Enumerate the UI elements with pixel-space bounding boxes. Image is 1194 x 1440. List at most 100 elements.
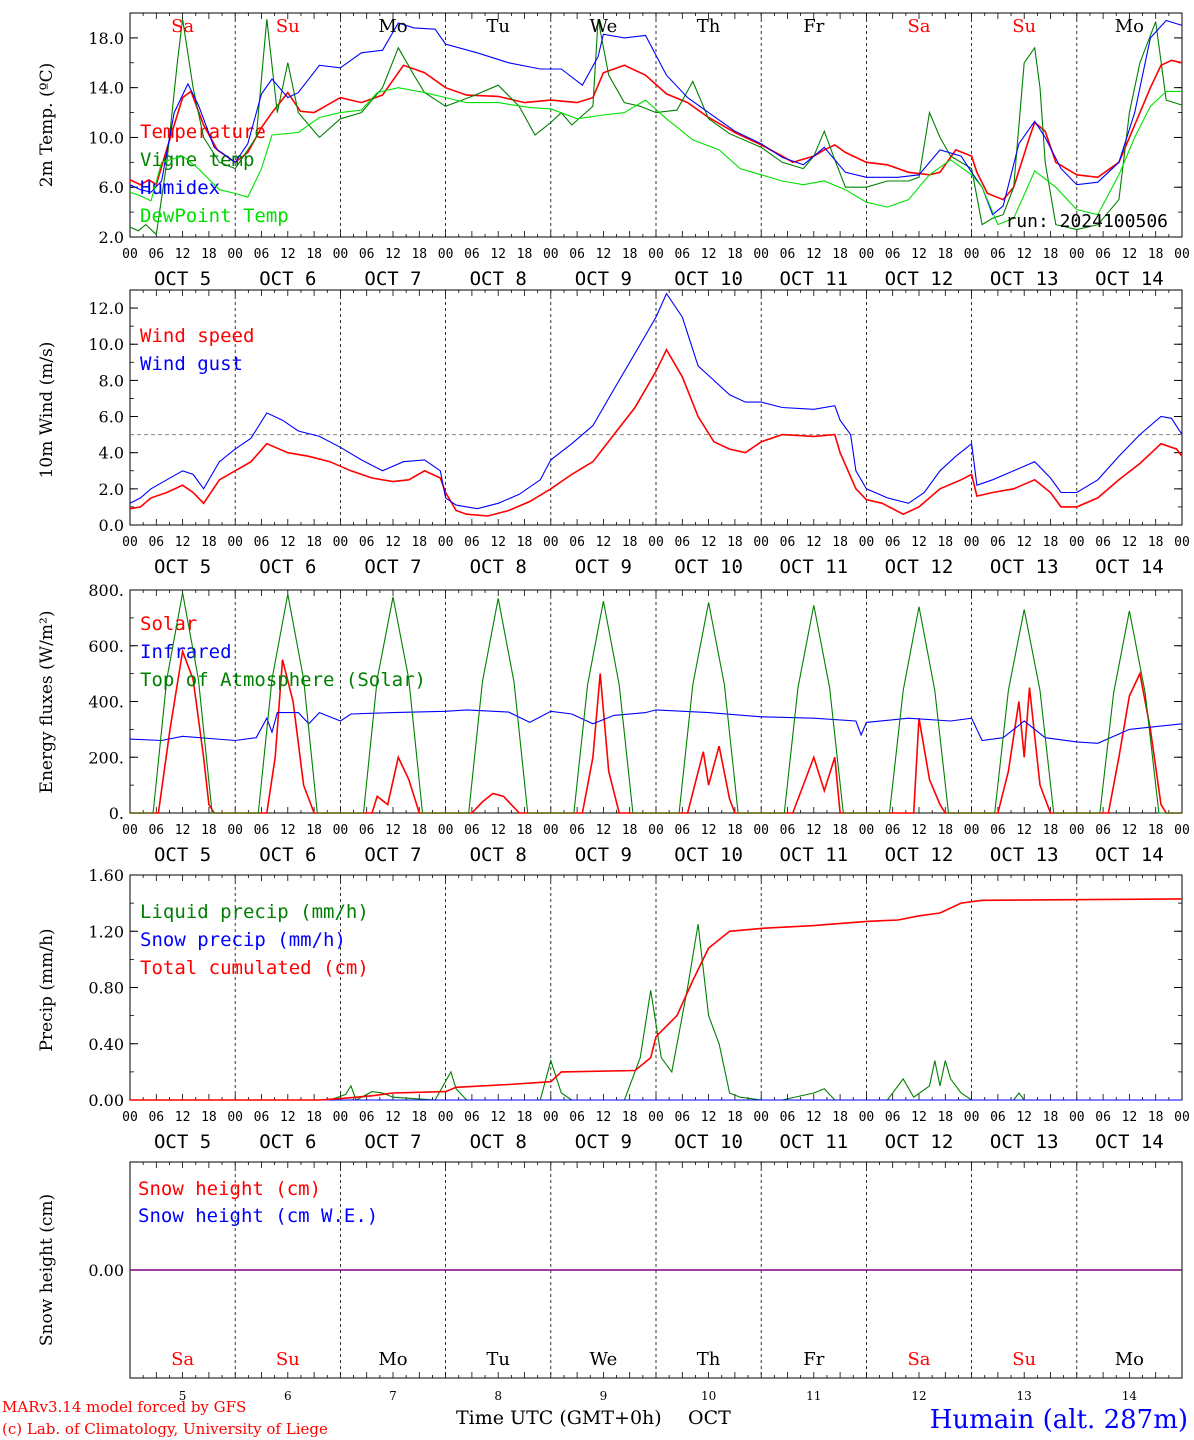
- hour-tick-label: 00: [648, 247, 664, 262]
- legend-entry: Snow height (cm): [138, 1178, 321, 1200]
- y-tick-label: 800.: [88, 581, 124, 600]
- hour-tick-label: 12: [596, 535, 612, 550]
- hour-tick-label: 06: [569, 247, 585, 262]
- hour-tick-label: 12: [1016, 247, 1032, 262]
- hour-tick-label: 06: [359, 247, 375, 262]
- weekday-label: We: [590, 16, 618, 37]
- hour-tick-label: 12: [806, 535, 822, 550]
- legend-entry: Top of Atmosphere (Solar): [140, 669, 426, 691]
- date-label: OCT 10: [674, 844, 743, 866]
- hour-tick-label: 12: [490, 535, 506, 550]
- series-line-dewpoint-temp: [129, 87, 1182, 226]
- hour-tick-label: 12: [911, 535, 927, 550]
- hour-tick-label: 06: [885, 247, 901, 262]
- hour-tick-label: 00: [1069, 823, 1085, 838]
- date-label: OCT 14: [1095, 556, 1164, 578]
- weekday-label: Su: [1012, 16, 1036, 37]
- hour-tick-label: 06: [1095, 535, 1111, 550]
- hour-tick-label: 00: [122, 1110, 138, 1125]
- hour-tick-label: 00: [438, 535, 454, 550]
- weekday-label: Th: [697, 16, 721, 37]
- date-label: OCT 8: [470, 268, 527, 290]
- hour-tick-label: 12: [490, 1110, 506, 1125]
- hour-tick-label: 06: [359, 535, 375, 550]
- legend-entry: Vigne temp: [140, 149, 254, 171]
- hour-tick-label: 18: [201, 247, 217, 262]
- hour-tick-label: 00: [648, 535, 664, 550]
- date-label: OCT 6: [259, 844, 316, 866]
- hour-tick-label: 12: [1016, 1110, 1032, 1125]
- hour-tick-label: 18: [622, 247, 638, 262]
- hour-tick-label: 12: [385, 535, 401, 550]
- date-label: OCT 10: [674, 268, 743, 290]
- hour-tick-label: 06: [254, 247, 270, 262]
- hour-tick-label: 12: [1122, 247, 1138, 262]
- hour-tick-label: 06: [780, 823, 796, 838]
- hour-tick-label: 12: [280, 1110, 296, 1125]
- y-tick-label: 400.: [88, 693, 124, 712]
- series-line-wind-gust: [129, 292, 1183, 510]
- hour-tick-label: 06: [148, 823, 164, 838]
- hour-tick-label: 18: [517, 823, 533, 838]
- hour-tick-label: 18: [832, 823, 848, 838]
- hour-tick-label: 18: [1043, 1110, 1059, 1125]
- hour-tick-label: 00: [1174, 1110, 1190, 1125]
- hour-tick-label: 00: [438, 247, 454, 262]
- hour-tick-label: 00: [859, 823, 875, 838]
- date-label: OCT 6: [259, 268, 316, 290]
- hour-tick-label: 12: [490, 247, 506, 262]
- hour-tick-label: 00: [964, 823, 980, 838]
- weekday-label: Th: [697, 1349, 721, 1370]
- hour-tick-label: 06: [359, 1110, 375, 1125]
- series-line-humidex: [129, 19, 1183, 216]
- hour-tick-label: 00: [333, 1110, 349, 1125]
- y-tick-label: 12.0: [88, 299, 124, 318]
- hour-tick-label: 06: [1095, 823, 1111, 838]
- y-tick-label: 1.60: [88, 866, 124, 885]
- series-line-total-cumulated-cm-: [130, 898, 1183, 1101]
- hour-tick-label: 06: [569, 535, 585, 550]
- hour-tick-label: 12: [1122, 823, 1138, 838]
- legend-entry: Wind speed: [140, 325, 254, 347]
- day-number-label: 9: [600, 1389, 608, 1403]
- hour-tick-label: 18: [937, 535, 953, 550]
- plot-frame-energy: [129, 589, 1183, 814]
- hour-tick-label: 00: [543, 823, 559, 838]
- hour-tick-label: 00: [1174, 823, 1190, 838]
- series-line-temperature: [129, 59, 1183, 201]
- legend-entry: Wind gust: [140, 353, 243, 375]
- y-tick-label: 14.0: [88, 79, 124, 98]
- y-axis-label: Energy fluxes (W/m²): [37, 611, 57, 794]
- weekday-label: Sa: [907, 1349, 930, 1370]
- hour-tick-label: 12: [1122, 535, 1138, 550]
- legend-entry: Total cumulated (cm): [140, 957, 369, 979]
- y-tick-label: 2.0: [99, 228, 124, 247]
- hour-tick-label: 18: [832, 247, 848, 262]
- y-tick-label: 200.: [88, 748, 124, 767]
- y-tick-label: 18.0: [88, 29, 124, 48]
- date-label: OCT 5: [154, 1131, 211, 1153]
- legend-entry: Humidex: [140, 177, 220, 199]
- hour-tick-label: 12: [701, 1110, 717, 1125]
- date-label: OCT 11: [779, 844, 848, 866]
- series-line-top-of-atmosphere-solar-: [130, 592, 1182, 814]
- hour-tick-label: 18: [832, 535, 848, 550]
- date-label: OCT 14: [1095, 1131, 1164, 1153]
- hour-tick-label: 12: [280, 823, 296, 838]
- hour-tick-label: 12: [701, 823, 717, 838]
- weekday-label: Mo: [1115, 1349, 1144, 1370]
- y-tick-label: 0.40: [88, 1035, 124, 1054]
- weekday-label: Fr: [803, 16, 824, 37]
- date-label: OCT 12: [885, 556, 954, 578]
- hour-tick-label: 00: [227, 823, 243, 838]
- hour-tick-label: 12: [596, 1110, 612, 1125]
- date-label: OCT 9: [575, 556, 632, 578]
- hour-tick-label: 12: [1122, 1110, 1138, 1125]
- hour-tick-label: 06: [1095, 247, 1111, 262]
- hour-tick-label: 18: [201, 1110, 217, 1125]
- hour-tick-label: 18: [306, 535, 322, 550]
- hour-tick-label: 00: [648, 1110, 664, 1125]
- hour-tick-label: 00: [333, 823, 349, 838]
- hour-tick-label: 18: [306, 823, 322, 838]
- hour-tick-label: 12: [806, 1110, 822, 1125]
